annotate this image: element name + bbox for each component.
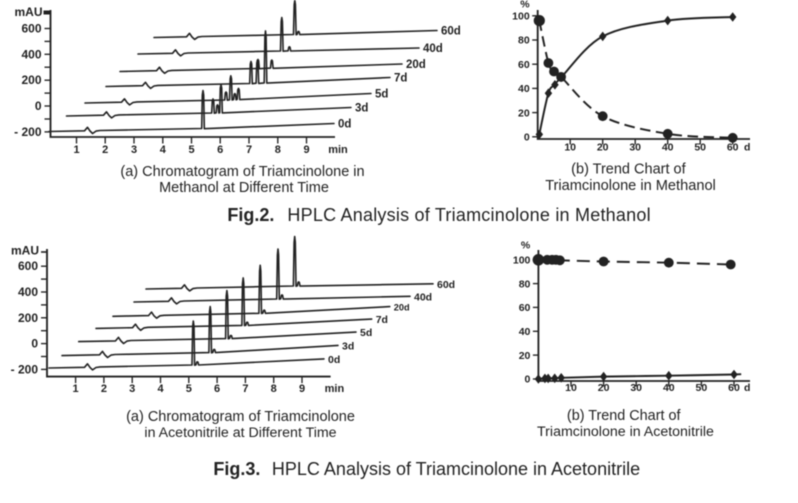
svg-text:mAU: mAU	[11, 244, 39, 258]
svg-text:20d: 20d	[394, 303, 410, 313]
svg-text:Fig.3.HPLC Analysis of Triamci: Fig.3. HPLC Analysis of Triamcinolone in …	[213, 459, 640, 479]
svg-text:40: 40	[662, 142, 674, 154]
svg-text:%: %	[520, 0, 530, 11]
svg-text:60d: 60d	[437, 279, 455, 291]
svg-text:Fig.2.HPLC Analysis of Triamci: Fig.2. HPLC Analysis of Triamcinolone in …	[227, 205, 650, 225]
svg-text:40: 40	[518, 83, 530, 95]
svg-text:60: 60	[728, 382, 740, 394]
svg-text:50: 50	[694, 142, 706, 154]
svg-text:600: 600	[21, 22, 41, 36]
svg-text:2: 2	[102, 144, 108, 156]
svg-text:20d: 20d	[406, 59, 426, 71]
svg-text:4: 4	[157, 383, 164, 395]
svg-text:(a) Chromatogram of Triamcinol: (a) Chromatogram of Triamcinolone in	[120, 164, 364, 180]
svg-text:0: 0	[524, 132, 530, 144]
svg-text:0d: 0d	[338, 119, 351, 131]
svg-text:9: 9	[299, 383, 305, 395]
svg-text:0: 0	[35, 99, 42, 113]
svg-text:7d: 7d	[376, 314, 388, 326]
svg-text:8: 8	[271, 383, 277, 395]
svg-text:1: 1	[73, 383, 79, 395]
svg-text:30: 30	[629, 142, 641, 154]
svg-text:mAU: mAU	[15, 5, 43, 19]
svg-text:20: 20	[518, 107, 530, 119]
svg-text:d: d	[744, 382, 750, 394]
svg-text:7d: 7d	[394, 73, 407, 85]
svg-text:0d: 0d	[328, 354, 340, 366]
svg-text:30: 30	[630, 382, 642, 394]
svg-text:20: 20	[519, 350, 531, 362]
svg-text:(a) Chromatogram of Triamcinol: (a) Chromatogram of Triamcinolone	[126, 409, 355, 425]
svg-text:min: min	[325, 383, 345, 395]
svg-text:80: 80	[519, 278, 531, 290]
svg-text:60: 60	[519, 302, 531, 314]
svg-text:100: 100	[513, 254, 531, 266]
svg-text:2: 2	[101, 383, 107, 395]
svg-text:5: 5	[188, 144, 194, 156]
svg-text:%: %	[521, 240, 531, 252]
svg-text:1: 1	[73, 144, 79, 156]
svg-text:3: 3	[131, 144, 137, 156]
svg-text:400: 400	[21, 47, 41, 61]
svg-text:20: 20	[597, 142, 609, 154]
svg-text:40d: 40d	[423, 43, 443, 55]
svg-text:20: 20	[598, 382, 610, 394]
svg-text:200: 200	[18, 311, 38, 325]
svg-text:8: 8	[275, 144, 281, 156]
svg-text:400: 400	[18, 285, 38, 299]
svg-text:40: 40	[663, 382, 675, 394]
svg-text:min: min	[328, 144, 348, 156]
svg-text:60: 60	[518, 59, 530, 71]
svg-text:in Acetonitrile at Different T: in Acetonitrile at Different Time	[144, 425, 336, 441]
svg-text:5: 5	[186, 383, 192, 395]
svg-text:60d: 60d	[441, 26, 461, 38]
svg-text:5d: 5d	[375, 89, 388, 101]
svg-text:50: 50	[696, 382, 708, 394]
svg-text:6: 6	[217, 144, 223, 156]
svg-text:600: 600	[18, 259, 38, 273]
svg-text:7: 7	[242, 383, 248, 395]
svg-text:100: 100	[512, 11, 530, 23]
svg-text:0: 0	[525, 374, 531, 386]
svg-text:6: 6	[214, 383, 220, 395]
svg-text:(b) Trend Chart of: (b) Trend Chart of	[571, 162, 686, 178]
svg-text:200: 200	[21, 73, 41, 87]
svg-text:4: 4	[160, 144, 167, 156]
svg-text:3: 3	[129, 383, 135, 395]
svg-text:- 200: - 200	[11, 362, 39, 376]
svg-text:5d: 5d	[360, 327, 372, 339]
svg-text:3d: 3d	[355, 103, 368, 115]
svg-text:9: 9	[303, 144, 309, 156]
svg-text:7: 7	[246, 144, 252, 156]
svg-text:Methanol at Different Time: Methanol at Different Time	[159, 180, 329, 196]
svg-text:40: 40	[519, 326, 531, 338]
svg-text:10: 10	[564, 142, 576, 154]
svg-text:- 200: - 200	[14, 125, 42, 139]
svg-text:40d: 40d	[414, 291, 432, 303]
svg-text:80: 80	[518, 35, 530, 47]
svg-text:3d: 3d	[342, 340, 354, 352]
svg-text:60: 60	[727, 142, 739, 154]
svg-text:0: 0	[31, 337, 38, 351]
svg-text:10: 10	[565, 382, 577, 394]
svg-text:Triamcinolone in Acetonitrile: Triamcinolone in Acetonitrile	[537, 424, 714, 440]
svg-text:(b) Trend Chart of: (b) Trend Chart of	[567, 408, 682, 424]
svg-text:d: d	[744, 142, 750, 154]
svg-text:Triamcinolone in Methanol: Triamcinolone in Methanol	[545, 178, 716, 194]
